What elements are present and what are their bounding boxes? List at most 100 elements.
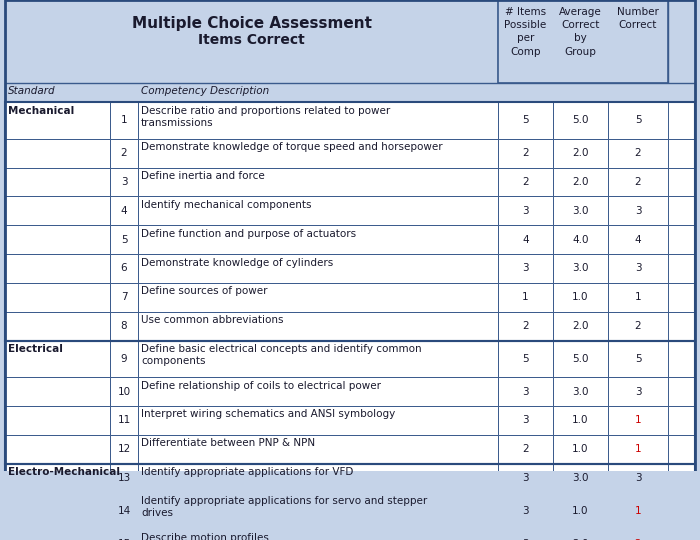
Text: 2: 2: [522, 321, 528, 331]
Text: 2: 2: [522, 444, 528, 454]
Bar: [498, 341, 553, 377]
Text: 9: 9: [120, 354, 127, 364]
Text: 5: 5: [120, 235, 127, 245]
Bar: [138, 197, 498, 225]
Bar: [498, 254, 553, 283]
Bar: [498, 0, 553, 83]
Bar: [5, 435, 695, 464]
Text: 4: 4: [120, 206, 127, 216]
Bar: [110, 435, 138, 464]
Bar: [498, 102, 553, 139]
Bar: [138, 435, 498, 464]
Bar: [138, 225, 498, 254]
Text: 3: 3: [635, 264, 641, 273]
Bar: [110, 464, 138, 492]
Text: 2.0: 2.0: [573, 321, 589, 331]
Bar: [138, 492, 498, 529]
Text: Average
Correct
by
Group: Average Correct by Group: [559, 7, 602, 57]
Bar: [553, 0, 608, 83]
Text: 3.0: 3.0: [573, 206, 589, 216]
Bar: [553, 102, 608, 139]
Bar: [498, 492, 553, 529]
Text: Interpret wiring schematics and ANSI symbology: Interpret wiring schematics and ANSI sym…: [141, 409, 396, 420]
Text: 5: 5: [635, 354, 641, 364]
Bar: [553, 312, 608, 341]
Text: 12: 12: [118, 444, 131, 454]
Text: 14: 14: [118, 506, 131, 516]
Text: 2.0: 2.0: [573, 538, 589, 540]
Bar: [498, 529, 553, 540]
Bar: [5, 139, 695, 167]
Bar: [138, 529, 498, 540]
Bar: [553, 197, 608, 225]
Bar: [608, 529, 668, 540]
Bar: [110, 139, 138, 167]
Text: Demonstrate knowledge of cylinders: Demonstrate knowledge of cylinders: [141, 258, 333, 267]
Bar: [608, 283, 668, 312]
Text: Differentiate between PNP & NPN: Differentiate between PNP & NPN: [141, 438, 315, 448]
Bar: [5, 225, 110, 254]
Text: 3: 3: [635, 473, 641, 483]
Bar: [110, 529, 138, 540]
Text: Multiple Choice Assessment: Multiple Choice Assessment: [132, 16, 372, 31]
Bar: [498, 167, 553, 197]
Text: 1: 1: [120, 116, 127, 125]
Text: Competency Description: Competency Description: [141, 85, 270, 96]
Text: Describe motion profiles: Describe motion profiles: [141, 532, 269, 540]
Text: Use common abbreviations: Use common abbreviations: [141, 315, 284, 325]
Bar: [608, 464, 668, 492]
Text: 4: 4: [522, 235, 528, 245]
Bar: [608, 102, 668, 139]
Text: 15: 15: [118, 538, 131, 540]
Text: 1: 1: [635, 415, 641, 426]
Bar: [553, 464, 608, 492]
Bar: [608, 139, 668, 167]
Bar: [498, 139, 553, 167]
Text: 2: 2: [635, 538, 641, 540]
Bar: [5, 102, 695, 341]
Bar: [5, 283, 695, 312]
Bar: [498, 435, 553, 464]
Text: 2: 2: [635, 148, 641, 158]
Bar: [5, 464, 695, 492]
Bar: [110, 312, 138, 341]
Text: 3: 3: [635, 387, 641, 396]
Text: 2: 2: [120, 148, 127, 158]
Text: 3: 3: [120, 177, 127, 187]
Text: Demonstrate knowledge of torque speed and horsepower: Demonstrate knowledge of torque speed an…: [141, 143, 442, 152]
Text: 5: 5: [522, 116, 528, 125]
Bar: [608, 197, 668, 225]
Text: 5.0: 5.0: [573, 116, 589, 125]
Text: 1: 1: [635, 292, 641, 302]
Text: Identify appropriate applications for VFD: Identify appropriate applications for VF…: [141, 467, 354, 477]
Bar: [498, 406, 553, 435]
Bar: [5, 254, 110, 283]
Bar: [5, 283, 110, 312]
Bar: [5, 167, 695, 197]
Bar: [553, 225, 608, 254]
Bar: [553, 492, 608, 529]
Bar: [110, 254, 138, 283]
Bar: [5, 102, 110, 139]
Bar: [5, 529, 695, 540]
Bar: [553, 435, 608, 464]
Text: Items Correct: Items Correct: [198, 33, 305, 47]
Bar: [608, 377, 668, 406]
Bar: [5, 341, 695, 464]
Bar: [110, 377, 138, 406]
Text: 3.0: 3.0: [573, 264, 589, 273]
Bar: [110, 102, 138, 139]
Bar: [5, 341, 110, 377]
Bar: [498, 197, 553, 225]
Bar: [498, 225, 553, 254]
Text: Define function and purpose of actuators: Define function and purpose of actuators: [141, 229, 356, 239]
Text: 3.0: 3.0: [573, 473, 589, 483]
Bar: [5, 492, 695, 529]
Bar: [5, 406, 695, 435]
Text: 2.0: 2.0: [573, 148, 589, 158]
Text: Define relationship of coils to electrical power: Define relationship of coils to electric…: [141, 381, 381, 390]
Bar: [138, 139, 498, 167]
Text: 3.0: 3.0: [573, 387, 589, 396]
Bar: [5, 0, 695, 102]
Text: 1.0: 1.0: [573, 506, 589, 516]
